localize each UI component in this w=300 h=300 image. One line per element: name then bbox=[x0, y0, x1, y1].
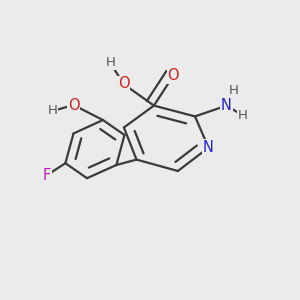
Text: H: H bbox=[229, 83, 239, 97]
Text: N: N bbox=[221, 98, 232, 113]
Text: H: H bbox=[106, 56, 115, 70]
Text: N: N bbox=[203, 140, 214, 155]
Text: H: H bbox=[238, 109, 247, 122]
Text: O: O bbox=[118, 76, 129, 92]
Text: F: F bbox=[42, 168, 51, 183]
Text: H: H bbox=[48, 104, 57, 118]
Text: O: O bbox=[168, 68, 179, 83]
Text: O: O bbox=[68, 98, 79, 112]
